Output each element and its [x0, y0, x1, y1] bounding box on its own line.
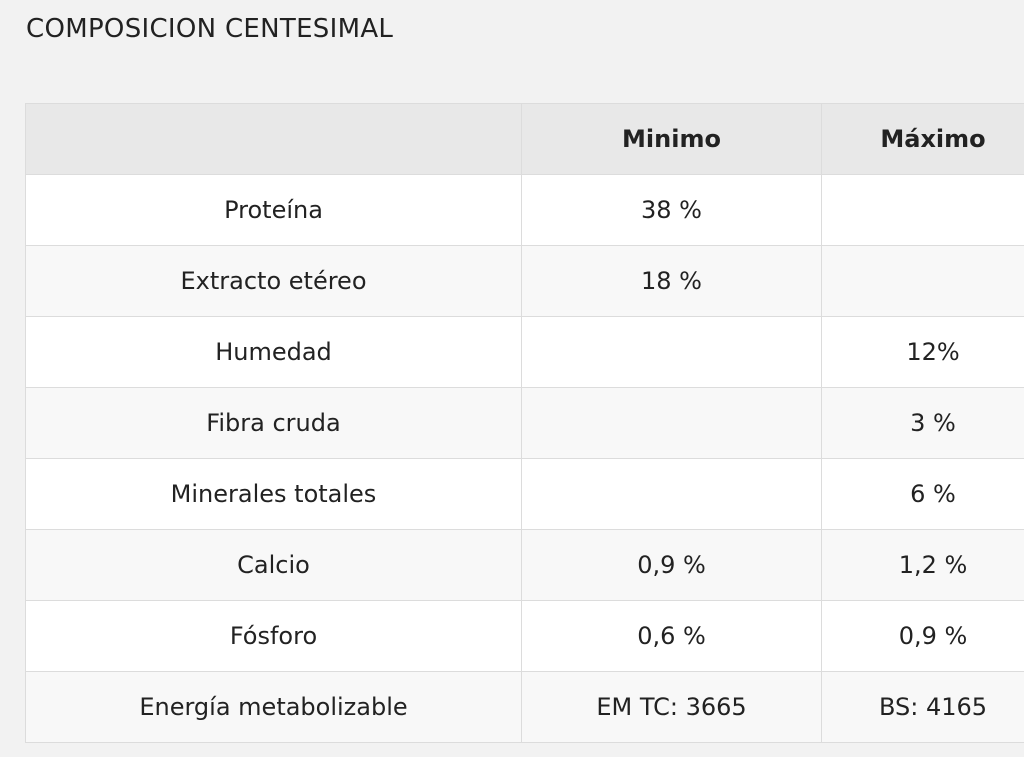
table-row: Extracto etéreo 18 % — [25, 245, 1024, 317]
table-row: Energía metabolizable EM TC: 3665 BS: 4165 — [25, 671, 1024, 743]
table-cell: EM TC: 3665 — [521, 671, 822, 743]
table-cell: 38 % — [521, 174, 822, 246]
table-row: Calcio 0,9 % 1,2 % — [25, 529, 1024, 601]
row-label: Fósforo — [25, 600, 522, 672]
header-cell — [25, 103, 522, 175]
composition-table: Minimo Máximo Proteína 38 % Extracto etéreo… — [25, 103, 1024, 743]
table-row: Fibra cruda 3 % — [25, 387, 1024, 459]
table-cell: 0,6 % — [521, 600, 822, 672]
row-label: Minerales totales — [25, 458, 522, 530]
table-row: Fósforo 0,6 % 0,9 % — [25, 600, 1024, 672]
table-cell — [521, 387, 822, 459]
table-container: Minimo Máximo Proteína 38 % Extracto etéreo… — [25, 103, 1024, 743]
row-label: Humedad — [25, 316, 522, 388]
row-label: Fibra cruda — [25, 387, 522, 459]
row-label: Extracto etéreo — [25, 245, 522, 317]
section-title: COMPOSICION CENTESIMAL — [26, 14, 394, 44]
table-cell: 6 % — [821, 458, 1024, 530]
table-cell: 12% — [821, 316, 1024, 388]
table-cell — [521, 316, 822, 388]
row-label: Calcio — [25, 529, 522, 601]
header-cell: Máximo — [821, 103, 1024, 175]
table-cell: 1,2 % — [821, 529, 1024, 601]
table-row: Humedad 12% — [25, 316, 1024, 388]
table-cell — [821, 174, 1024, 246]
table-cell: BS: 4165 — [821, 671, 1024, 743]
table-cell: 3 % — [821, 387, 1024, 459]
table-cell: 18 % — [521, 245, 822, 317]
header-row: Minimo Máximo — [25, 103, 1024, 175]
table-cell — [821, 245, 1024, 317]
header-cell: Minimo — [521, 103, 822, 175]
table-row: Proteína 38 % — [25, 174, 1024, 246]
table-cell: 0,9 % — [821, 600, 1024, 672]
table-cell — [521, 458, 822, 530]
table-row: Minerales totales 6 % — [25, 458, 1024, 530]
table-cell: 0,9 % — [521, 529, 822, 601]
row-label: Energía metabolizable — [25, 671, 522, 743]
row-label: Proteína — [25, 174, 522, 246]
